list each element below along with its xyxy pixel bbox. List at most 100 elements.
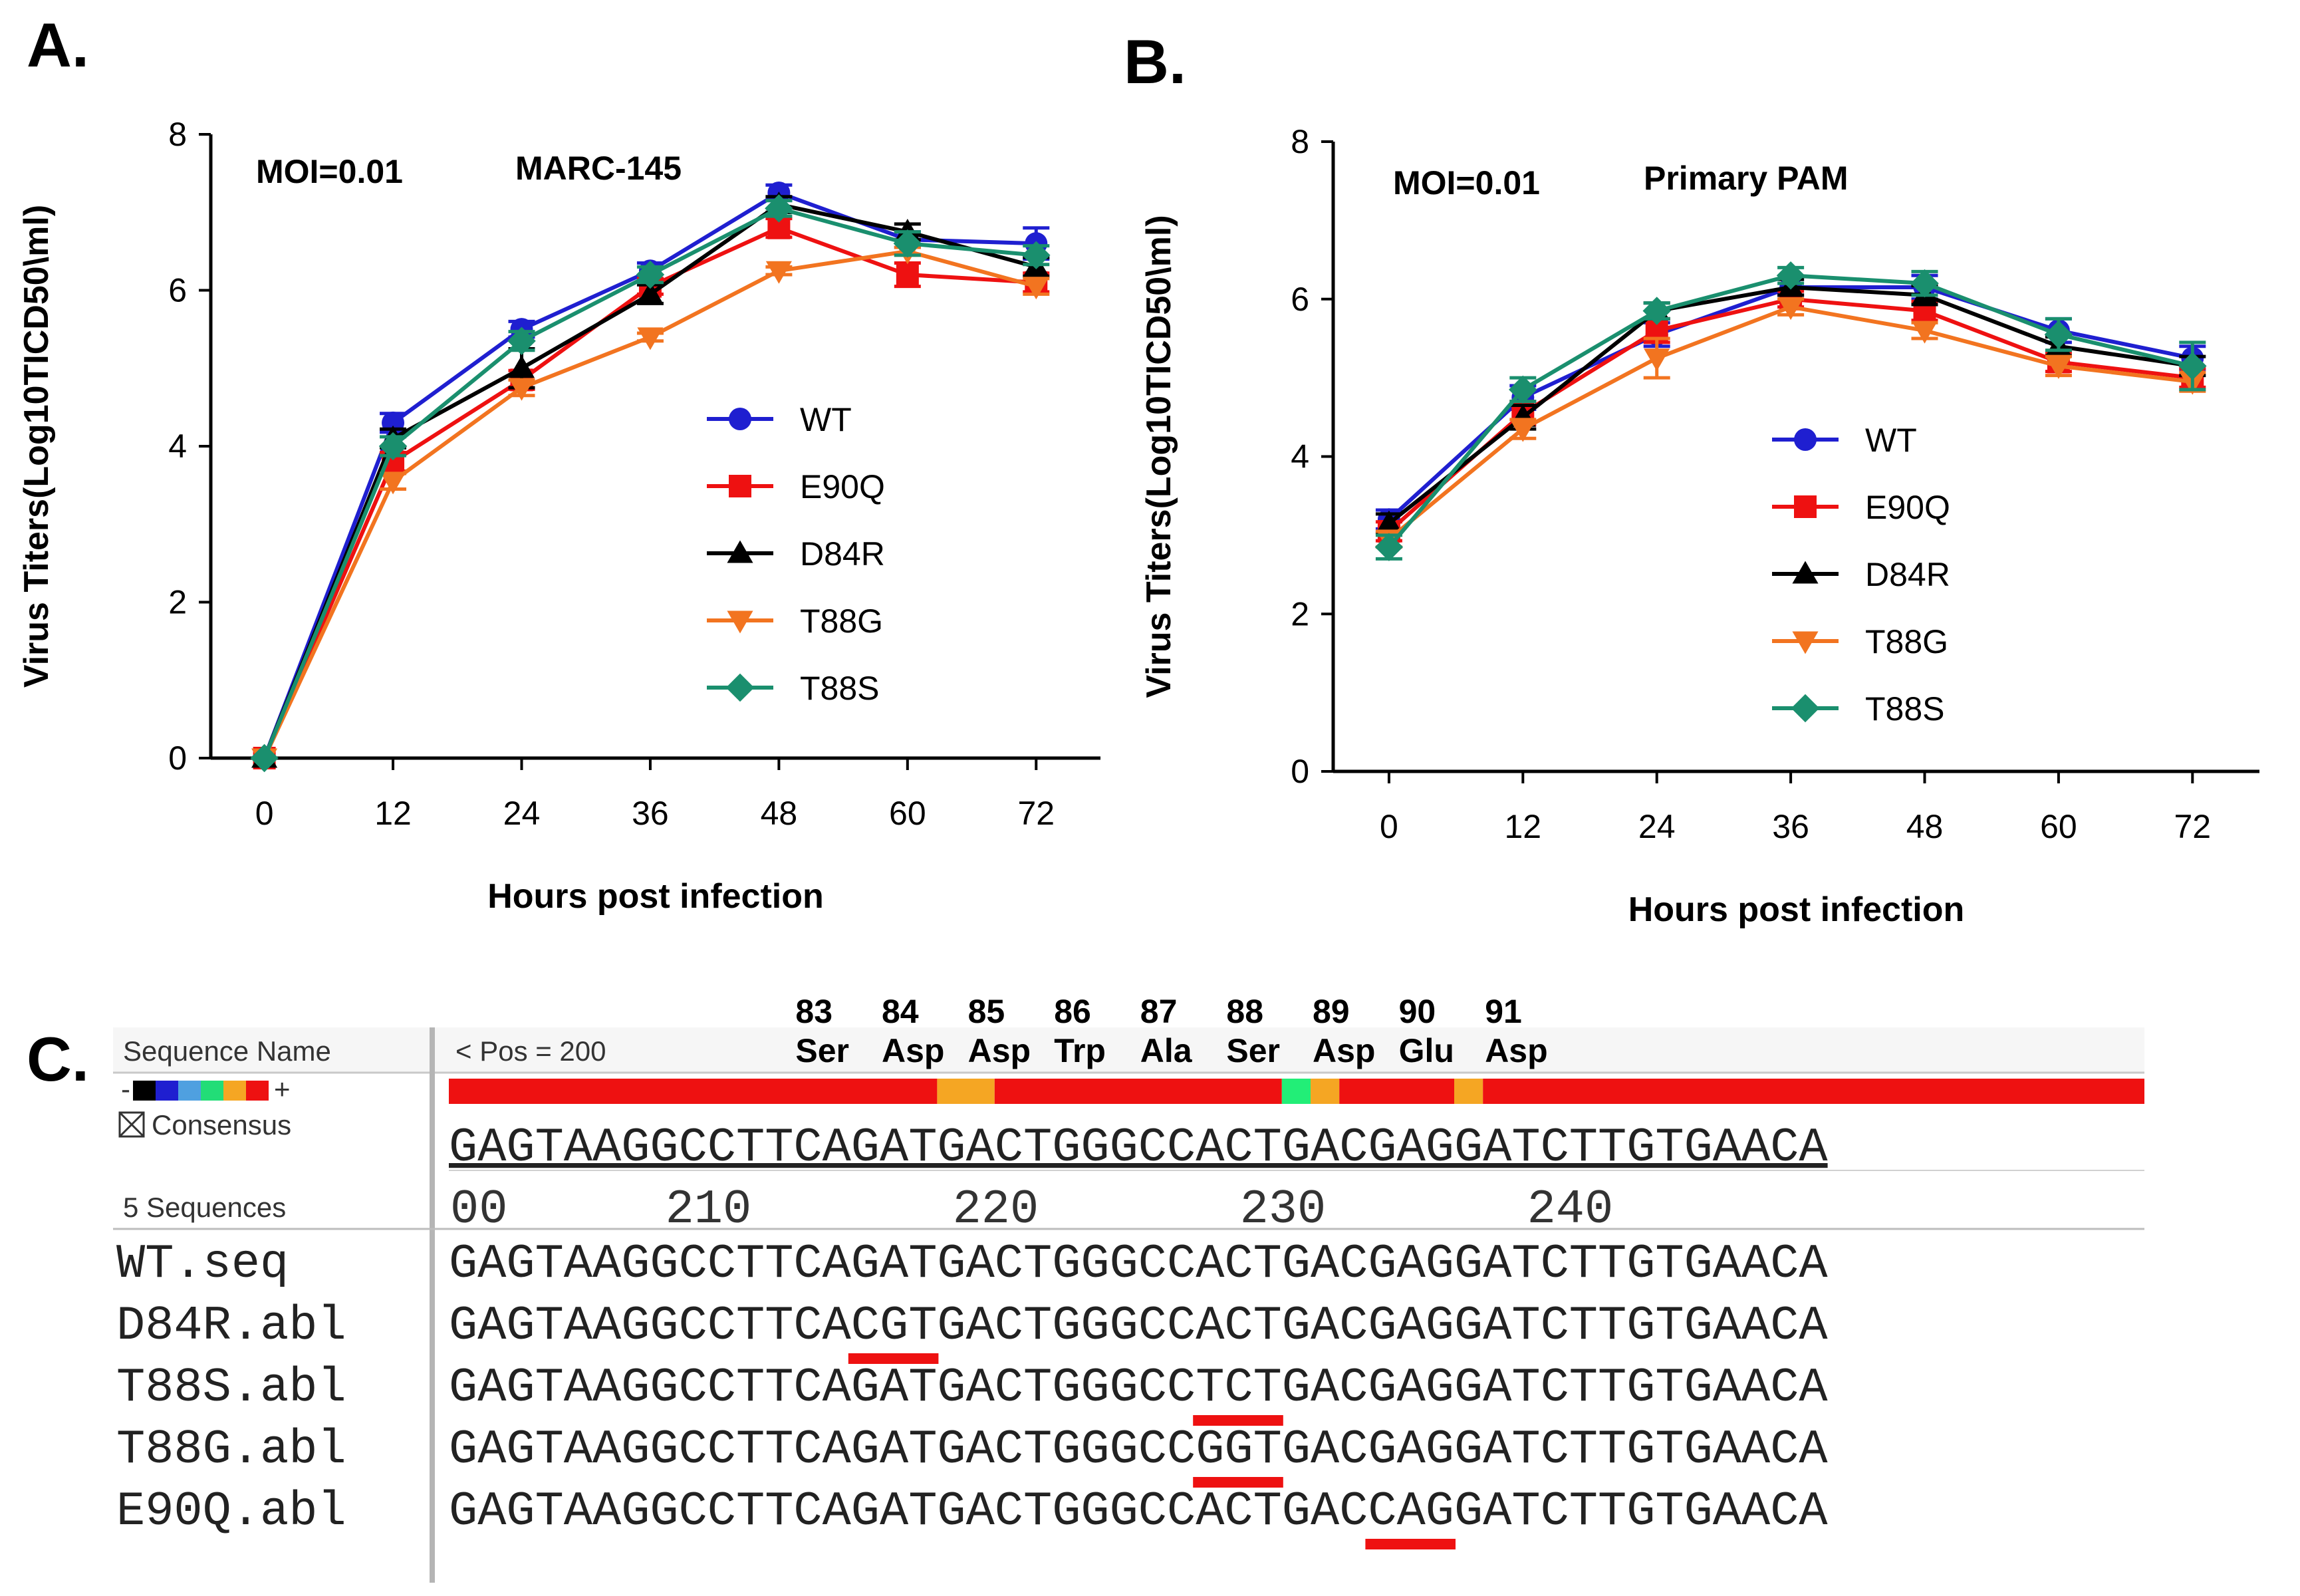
mutation-underline bbox=[1365, 1539, 1456, 1549]
alignment-header-bg bbox=[113, 1027, 2144, 1073]
data-point bbox=[765, 194, 793, 223]
color-key-swatch bbox=[178, 1081, 201, 1101]
codon-amino-acid: Ser bbox=[795, 1032, 849, 1069]
data-point bbox=[508, 355, 535, 378]
legend-marker bbox=[1794, 495, 1817, 518]
legend-marker bbox=[727, 610, 753, 634]
data-point bbox=[637, 327, 664, 350]
sequence-bases: GAGTAAGGCCTTCAGATGACTGGGCCACTGACGAGGATCT… bbox=[449, 1237, 1828, 1291]
moi-annotation: MOI=0.01 bbox=[1393, 164, 1540, 201]
legend-marker bbox=[729, 475, 751, 497]
series-t88g: T88G bbox=[251, 241, 1050, 771]
data-point bbox=[893, 229, 922, 258]
x-tick-label: 24 bbox=[1638, 808, 1676, 845]
codon-amino-acid: Asp bbox=[1313, 1032, 1375, 1069]
legend-label: T88G bbox=[800, 602, 883, 640]
x-tick-label: 48 bbox=[761, 795, 798, 832]
color-key-plus: + bbox=[274, 1073, 291, 1105]
codon-number: 89 bbox=[1313, 993, 1350, 1030]
codon-number: 87 bbox=[1140, 993, 1178, 1030]
codon-amino-acid: Ala bbox=[1140, 1032, 1193, 1069]
coverage-segment bbox=[1281, 1079, 1311, 1104]
sequence-row[interactable]: D84R.abl GAGTAAGGCCTTCACGTGACTGGGCCACTGAC… bbox=[116, 1299, 1828, 1364]
position-ruler: 00 210 220 230 240 bbox=[450, 1182, 1613, 1237]
series-d84r: D84R bbox=[1375, 274, 2206, 593]
legend-label: D84R bbox=[800, 535, 885, 573]
ruler-label: 00 bbox=[450, 1182, 507, 1237]
data-point bbox=[1910, 269, 1939, 298]
legend-marker bbox=[727, 540, 753, 563]
consensus-sequence: GAGTAAGGCCTTCAGATGACTGGGCCACTGACGAGGATCT… bbox=[449, 1121, 1828, 1175]
x-tick-label: 0 bbox=[255, 795, 274, 832]
ruler-label: 220 bbox=[953, 1182, 1039, 1237]
mutation-underline bbox=[1193, 1415, 1283, 1426]
sequence-row[interactable]: T88G.abl GAGTAAGGCCTTCAGATGACTGGGCCGGTGAC… bbox=[116, 1422, 1828, 1488]
coverage-segment bbox=[1311, 1079, 1340, 1104]
color-key-swatch bbox=[223, 1081, 246, 1101]
data-point bbox=[1022, 241, 1051, 269]
codon-amino-acid: Asp bbox=[882, 1032, 944, 1069]
series-t88s: T88S bbox=[250, 194, 1051, 773]
legend-marker bbox=[1792, 561, 1819, 584]
y-tick-label: 8 bbox=[1291, 123, 1309, 160]
legend-marker bbox=[725, 673, 755, 702]
codon-labels: 83Ser84Asp85Asp86Trp87Ala88Ser89Asp90Glu… bbox=[795, 993, 1547, 1069]
y-tick-label: 2 bbox=[1291, 595, 1309, 632]
data-point bbox=[250, 743, 279, 773]
sequence-row[interactable]: E90Q.abl GAGTAAGGCCTTCAGATGACTGGGCCACTGAC… bbox=[116, 1484, 1828, 1549]
y-axis-title: Virus Titers(Log10TICD50\ml) bbox=[1140, 215, 1178, 698]
sequence-alignment-panel: Sequence Name < Pos = 200 83Ser84Asp85As… bbox=[113, 993, 2144, 1583]
data-point bbox=[1911, 321, 1938, 344]
codon-amino-acid: Glu bbox=[1399, 1032, 1454, 1069]
codon-amino-acid: Asp bbox=[968, 1032, 1031, 1069]
legend-label: WT bbox=[1865, 422, 1917, 459]
sequence-row[interactable]: WT.seq GAGTAAGGCCTTCAGATGACTGGGCCACTGACGA… bbox=[116, 1237, 1828, 1291]
x-tick-label: 72 bbox=[2174, 808, 2211, 845]
coverage-segment bbox=[1339, 1079, 1454, 1104]
legend-marker bbox=[729, 408, 751, 430]
x-tick-label: 24 bbox=[503, 795, 541, 832]
data-point bbox=[1023, 277, 1049, 300]
consensus-toggle[interactable]: Consensus bbox=[118, 1109, 291, 1140]
legend-label: T88G bbox=[1865, 623, 1948, 660]
color-key: - + bbox=[121, 1073, 291, 1105]
codon-number: 90 bbox=[1399, 993, 1436, 1030]
data-point bbox=[2178, 352, 2207, 380]
consensus-label: Consensus bbox=[152, 1109, 291, 1140]
sequence-name: T88G.abl bbox=[116, 1422, 346, 1477]
x-tick-label: 48 bbox=[1906, 808, 1944, 845]
codon-number: 88 bbox=[1226, 993, 1263, 1030]
y-axis-title: Virus Titers(Log10TICD50\ml) bbox=[17, 205, 56, 688]
codon-number: 83 bbox=[795, 993, 832, 1030]
legend-marker bbox=[1794, 428, 1817, 451]
panel-label-a: A. bbox=[27, 10, 89, 80]
coverage-segment bbox=[1454, 1079, 1483, 1104]
data-point bbox=[1777, 297, 1804, 321]
codon-number: 91 bbox=[1485, 993, 1522, 1030]
x-tick-label: 36 bbox=[1772, 808, 1809, 845]
legend-label: WT bbox=[800, 401, 852, 438]
series-line bbox=[262, 249, 1037, 759]
data-point bbox=[896, 263, 919, 287]
panel-label-c: C. bbox=[27, 1024, 89, 1094]
data-point bbox=[1642, 297, 1671, 325]
y-tick-label: 4 bbox=[1291, 438, 1309, 475]
y-tick-label: 8 bbox=[168, 116, 187, 153]
color-key-minus: - bbox=[121, 1073, 130, 1105]
sequence-rows: WT.seq GAGTAAGGCCTTCAGATGACTGGGCCACTGACGA… bbox=[116, 1237, 1828, 1549]
data-point bbox=[636, 260, 665, 289]
mutation-underline bbox=[1193, 1477, 1283, 1488]
sequence-name-header[interactable]: Sequence Name bbox=[123, 1035, 331, 1067]
sequence-name: WT.seq bbox=[116, 1237, 289, 1291]
color-key-swatch bbox=[133, 1081, 156, 1101]
codon-amino-acid: Asp bbox=[1485, 1032, 1547, 1069]
ruler-label: 230 bbox=[1240, 1182, 1327, 1237]
legend-label: E90Q bbox=[800, 468, 885, 505]
sequence-row[interactable]: T88S.abl GAGTAAGGCCTTCAGATGACTGGGCCTCTGAC… bbox=[116, 1361, 1828, 1426]
moi-annotation: MOI=0.01 bbox=[256, 153, 403, 190]
series-t88g: T88G bbox=[1375, 297, 2206, 660]
codon-amino-acid: Trp bbox=[1054, 1032, 1106, 1069]
coverage-segment bbox=[937, 1079, 995, 1104]
